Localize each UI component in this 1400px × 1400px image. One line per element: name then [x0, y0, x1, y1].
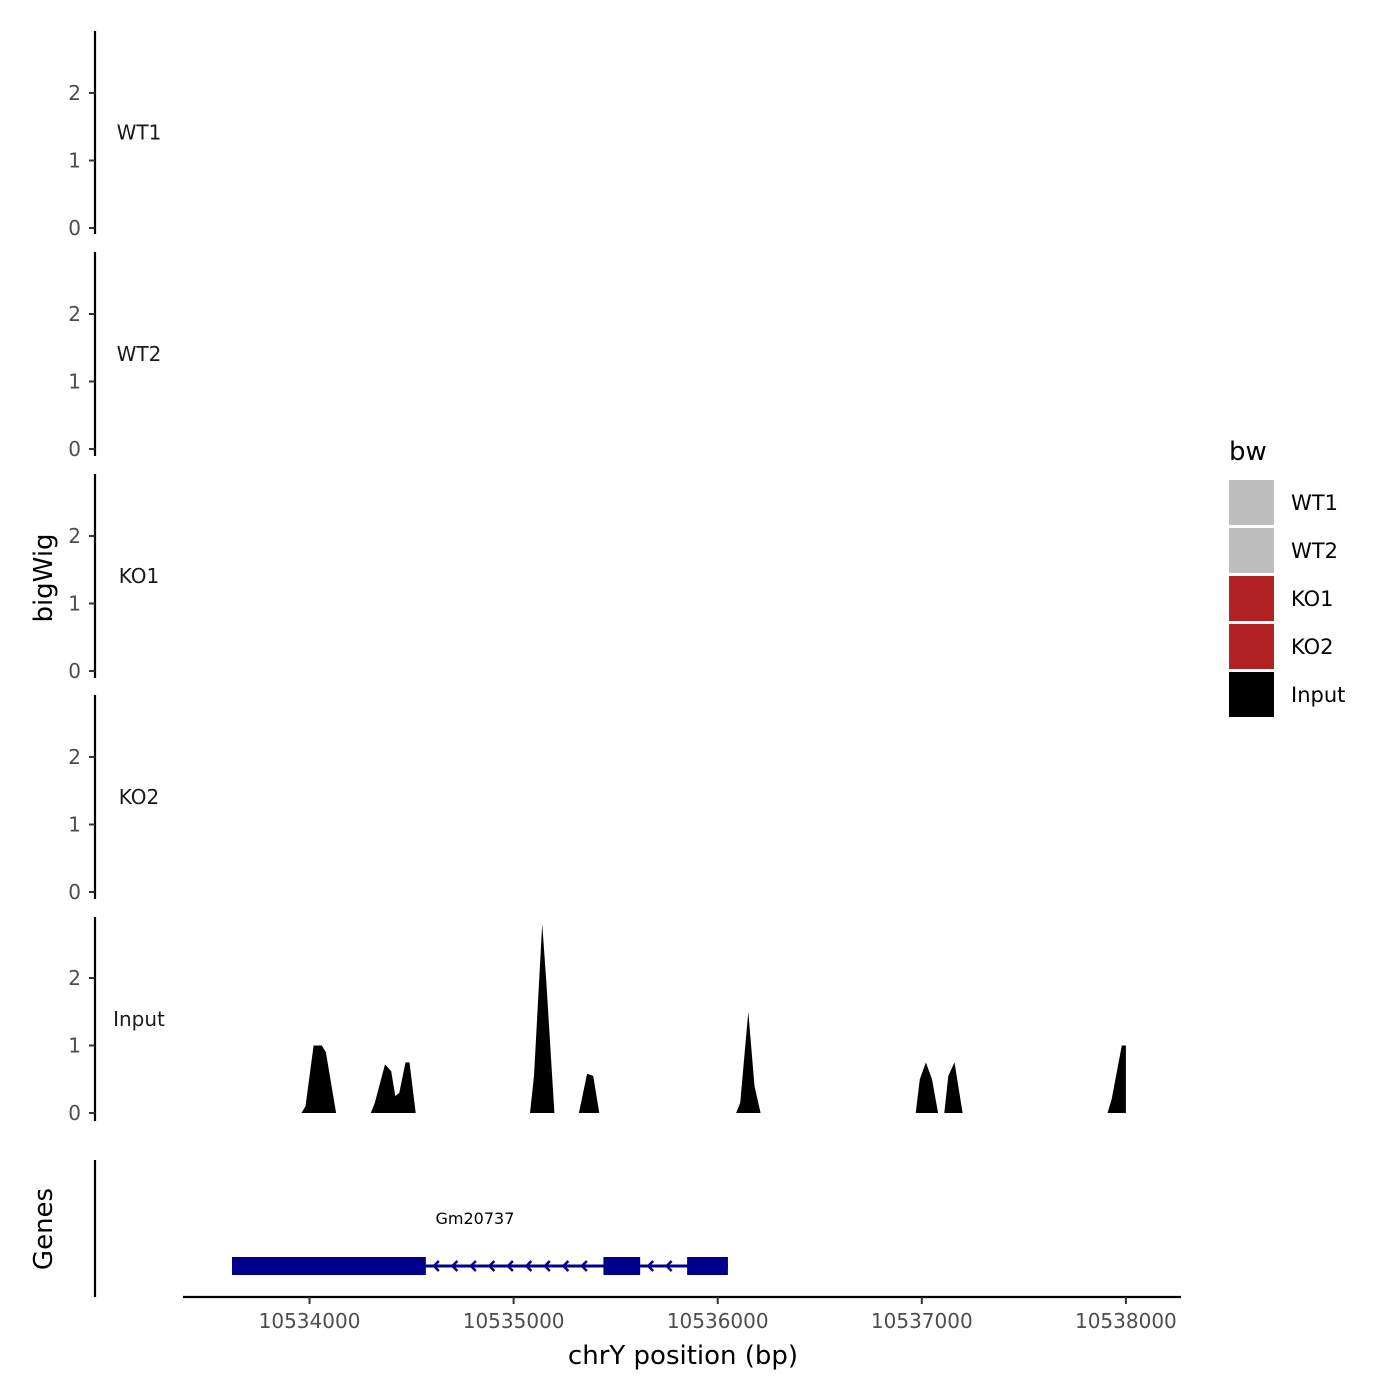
legend-swatch	[1229, 480, 1274, 525]
y-tick-label: 1	[68, 149, 81, 173]
strand-arrow	[487, 1260, 496, 1272]
strand-arrow	[664, 1260, 673, 1272]
y-tick-label: 1	[68, 592, 81, 616]
panel-label-wt1: WT1	[117, 121, 162, 145]
y-tick-label: 2	[68, 524, 81, 548]
panel-label-ko1: KO1	[119, 564, 160, 588]
panel-label-input: Input	[113, 1007, 165, 1031]
gene-exon	[687, 1257, 728, 1275]
gene-track: Gm20737	[93, 1160, 728, 1297]
legend-swatch	[1229, 624, 1274, 669]
legend-label: Input	[1291, 683, 1345, 707]
y-axis-label: bigWig	[29, 533, 59, 622]
legend-item-input: Input	[1229, 672, 1345, 717]
legend-item-wt1: WT1	[1229, 480, 1338, 525]
legend-label: KO1	[1291, 587, 1334, 611]
y-tick-label: 0	[68, 659, 81, 683]
y-tick-label: 1	[68, 813, 81, 837]
y-tick-label: 0	[68, 1101, 81, 1125]
legend-swatch	[1229, 672, 1274, 717]
strand-arrow	[543, 1260, 551, 1272]
panel-input: 0 1 2 Input	[68, 917, 1126, 1125]
gene-exon	[231, 1257, 426, 1275]
panel-wt1: 0 1 2 WT1	[68, 31, 161, 240]
legend: bw WT1 WT2 KO1 KO2 Input	[1229, 437, 1345, 717]
x-tick-label: 10535000	[463, 1309, 565, 1333]
strand-arrow	[432, 1260, 440, 1272]
y-tick-label: 2	[68, 966, 81, 990]
strand-arrow	[469, 1260, 477, 1272]
coverage-area-input	[301, 924, 1126, 1113]
legend-item-wt2: WT2	[1229, 528, 1338, 573]
y-tick-label: 0	[68, 216, 81, 240]
legend-label: WT1	[1291, 491, 1338, 515]
gene-label: Gm20737	[436, 1209, 515, 1228]
y-tick-label: 0	[68, 880, 81, 904]
panel-ko1: 0 1 2 KO1	[68, 474, 159, 683]
y-tick-label: 1	[68, 370, 81, 394]
y-tick-label: 0	[68, 437, 81, 461]
strand-arrow	[561, 1260, 570, 1272]
x-axis: 10534000 10535000 10536000 10537000 10538000	[183, 1295, 1181, 1333]
strand-arrow	[580, 1260, 588, 1272]
x-axis-label: chrY position (bp)	[568, 1341, 798, 1371]
gene-exon	[603, 1257, 641, 1275]
legend-item-ko2: KO2	[1229, 624, 1334, 669]
legend-label: KO2	[1291, 635, 1334, 659]
legend-label: WT2	[1291, 539, 1338, 563]
x-tick-label: 10538000	[1075, 1309, 1177, 1333]
genes-axis-label: Genes	[29, 1188, 59, 1270]
legend-swatch	[1229, 528, 1274, 573]
x-tick-label: 10537000	[871, 1309, 973, 1333]
y-tick-label: 2	[68, 302, 81, 326]
gene-gm20737: Gm20737	[231, 1209, 728, 1275]
panel-label-wt2: WT2	[117, 342, 162, 366]
strand-arrow	[450, 1260, 459, 1272]
legend-swatch	[1229, 576, 1274, 621]
panel-wt2: 0 1 2 WT2	[68, 252, 161, 461]
legend-title: bw	[1229, 437, 1267, 467]
panel-ko2: 0 1 2 KO2	[68, 695, 159, 904]
y-tick-label: 1	[68, 1034, 81, 1058]
strand-arrow	[524, 1260, 533, 1272]
y-tick-label: 2	[68, 81, 81, 105]
strand-arrow	[506, 1260, 514, 1272]
x-tick-label: 10536000	[667, 1309, 769, 1333]
coverage-panels: 0 1 2 WT1 0 1 2 WT2 0 1 2 KO1 0 1 2 KO2 0 1 2 Input	[68, 31, 1126, 1125]
legend-item-ko1: KO1	[1229, 576, 1334, 621]
panel-label-ko2: KO2	[119, 785, 160, 809]
x-tick-label: 10534000	[259, 1309, 361, 1333]
y-tick-label: 2	[68, 745, 81, 769]
strand-arrow	[646, 1260, 655, 1272]
